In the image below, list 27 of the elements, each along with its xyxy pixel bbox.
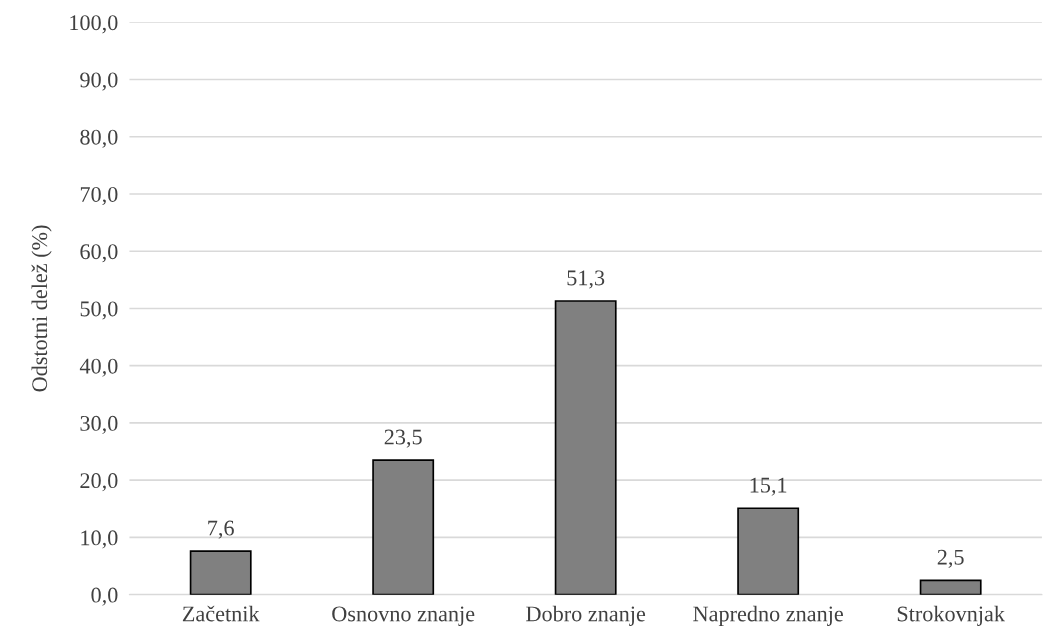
data-label: 51,3 — [567, 270, 605, 289]
bar — [737, 507, 800, 595]
y-tick-label: 80,0 — [80, 129, 118, 148]
y-axis-title: Odstotni delež (%) — [31, 225, 52, 392]
data-label: 15,1 — [750, 477, 787, 496]
y-tick-label: 20,0 — [80, 473, 118, 492]
y-tick-label: 90,0 — [80, 72, 118, 91]
x-tick-label: Napredno znanje — [693, 605, 843, 626]
y-tick-label: 60,0 — [80, 244, 118, 263]
y-tick-label: 70,0 — [80, 186, 118, 206]
data-label: 2,5 — [937, 549, 964, 568]
bar — [919, 579, 982, 595]
x-tick-label: Dobro znanje — [526, 605, 646, 626]
x-tick-label: Strokovnjak — [897, 605, 1005, 626]
bar — [189, 550, 252, 595]
bar — [372, 459, 435, 595]
y-tick-label: 50,0 — [80, 301, 118, 320]
data-label: 23,5 — [384, 429, 422, 448]
y-tick-label: 0,0 — [91, 587, 118, 606]
y-tick-label: 40,0 — [79, 358, 118, 377]
x-tick-label: Začetnik — [182, 605, 260, 622]
data-label: 7,6 — [208, 520, 234, 539]
y-tick-label: 100,0 — [70, 15, 118, 34]
bar — [554, 300, 617, 595]
x-tick-label: Osnovno znanje — [332, 606, 475, 626]
y-tick-label: 10,0 — [81, 530, 118, 549]
y-tick-label: 30,0 — [80, 415, 118, 435]
